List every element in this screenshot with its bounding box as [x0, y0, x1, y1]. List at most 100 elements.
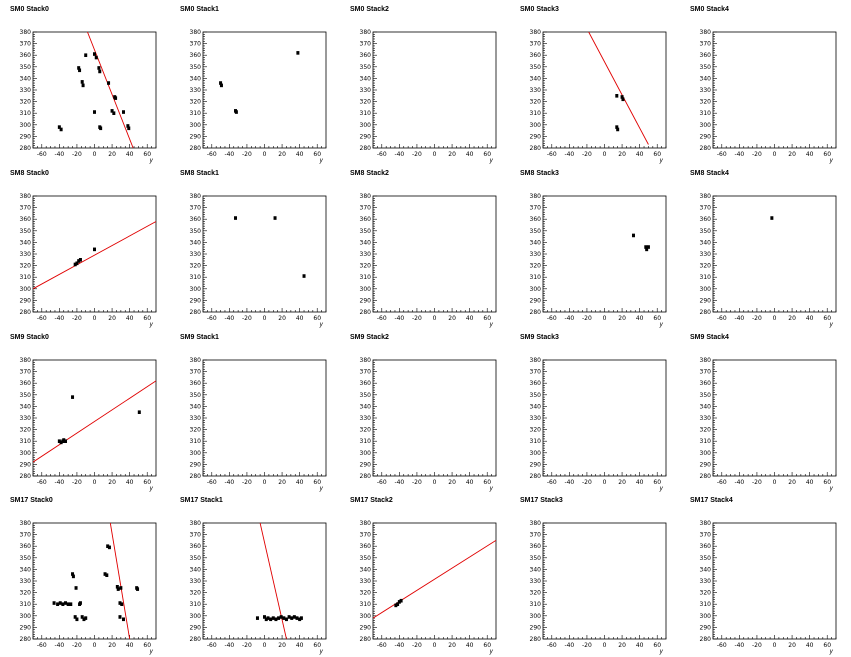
x-tick-label: -60 — [547, 479, 557, 486]
y-tick-label: 310 — [360, 274, 372, 281]
y-tick-label: 280 — [530, 473, 542, 480]
y-tick-label: 340 — [530, 403, 542, 410]
x-axis-label: y — [828, 485, 833, 492]
data-point — [282, 616, 286, 620]
y-tick-label: 340 — [20, 566, 32, 573]
y-tick-label: 290 — [190, 624, 202, 631]
chart-panel: SM0 Stack3 280 290 300 310 320 330 340 350 360 370… — [520, 6, 685, 166]
data-point — [264, 617, 268, 622]
x-tick-label: -20 — [412, 642, 422, 649]
y-tick-label: 310 — [530, 438, 542, 445]
y-tick-label: 320 — [360, 590, 372, 597]
data-point — [69, 602, 73, 606]
plot-frame — [712, 195, 837, 313]
x-tick-label: 60 — [143, 479, 151, 486]
data-point — [77, 66, 81, 70]
y-tick-label: 330 — [360, 87, 372, 94]
y-tick-label: 310 — [700, 110, 712, 117]
data-point — [269, 617, 273, 622]
plot-area — [57, 32, 134, 148]
x-tick-label: -60 — [717, 479, 727, 486]
y-tick-label: 350 — [190, 392, 202, 399]
y-tick-label: 350 — [20, 228, 32, 235]
x-axis-label: y — [318, 485, 323, 492]
data-point — [296, 51, 300, 55]
x-tick-label: 20 — [278, 315, 286, 322]
y-tick-label: 330 — [360, 251, 372, 258]
y-tick-label: 340 — [360, 403, 372, 410]
chart-panel: SM9 Stack3 280 290 300 310 320 330 340 350 360 370… — [520, 334, 685, 494]
data-point — [279, 615, 283, 619]
y-tick-label: 280 — [530, 309, 542, 316]
y-tick-label: 310 — [700, 438, 712, 445]
chart-panel: SM8 Stack2 280 290 300 310 320 330 340 350 360 370… — [350, 170, 515, 330]
chart-panel: SM0 Stack4 280 290 300 310 320 330 340 350 360 370… — [690, 6, 851, 166]
x-tick-label: 40 — [636, 479, 644, 486]
x-tick-label: -60 — [377, 315, 387, 322]
chart-panel: SM17 Stack2 280 290 300 310 320 330 340 350 360 37… — [350, 497, 515, 657]
data-point — [94, 55, 98, 60]
chart-panel: SM9 Stack4 280 290 300 310 320 330 340 350 360 370… — [690, 334, 851, 494]
data-point — [73, 615, 77, 619]
x-axis-label: y — [658, 648, 663, 655]
x-tick-label: 40 — [126, 479, 134, 486]
data-point — [98, 69, 102, 74]
y-tick-label: 330 — [700, 578, 712, 585]
x-tick-label: 20 — [108, 151, 116, 158]
data-point — [107, 545, 111, 550]
x-tick-label: 60 — [313, 151, 321, 158]
data-point — [396, 602, 400, 606]
scatter-plot: 280 290 300 310 320 330 340 350 360 370 380 -60 -40 -… — [700, 357, 837, 492]
x-tick-label: -40 — [564, 642, 574, 649]
data-point — [126, 124, 130, 128]
x-axis-label: y — [658, 485, 663, 492]
y-tick-label: 300 — [360, 613, 372, 620]
y-tick-label: 350 — [20, 64, 32, 71]
y-tick-label: 340 — [360, 75, 372, 82]
data-point — [219, 83, 223, 88]
data-point — [80, 80, 84, 84]
y-tick-label: 320 — [190, 99, 202, 106]
y-tick-label: 300 — [700, 286, 712, 293]
y-tick-label: 300 — [530, 122, 542, 129]
y-tick-label: 320 — [20, 590, 32, 597]
panel-title: SM8 Stack4 — [690, 170, 729, 177]
y-tick-label: 370 — [360, 41, 372, 48]
data-point — [57, 125, 61, 129]
y-tick-label: 360 — [360, 216, 372, 223]
panel-title: SM0 Stack1 — [180, 6, 219, 13]
plot-area — [255, 523, 303, 639]
y-tick-label: 380 — [530, 29, 542, 36]
x-tick-label: -60 — [377, 479, 387, 486]
y-tick-label: 380 — [20, 193, 32, 200]
x-tick-label: 0 — [603, 315, 607, 322]
x-tick-label: 0 — [263, 479, 267, 486]
y-tick-label: 370 — [360, 369, 372, 376]
y-tick-label: 320 — [190, 263, 202, 270]
scatter-plot: 280 290 300 310 320 330 340 350 360 370 380 -60 -40 -… — [360, 193, 497, 328]
plot-frame — [712, 31, 837, 149]
data-point — [263, 615, 266, 619]
data-point — [234, 216, 238, 220]
y-tick-label: 300 — [20, 122, 32, 129]
x-tick-label: 40 — [296, 479, 304, 486]
y-tick-label: 380 — [530, 520, 542, 527]
x-tick-label: -40 — [564, 479, 574, 486]
panel-title: SM17 Stack0 — [10, 497, 53, 504]
y-tick-label: 330 — [700, 87, 712, 94]
x-axis-label: y — [828, 648, 833, 655]
y-tick-label: 350 — [190, 228, 202, 235]
y-tick-label: 330 — [190, 415, 202, 422]
data-point — [112, 111, 116, 115]
y-tick-label: 330 — [190, 87, 202, 94]
data-point — [52, 601, 56, 605]
y-tick-label: 350 — [700, 392, 712, 399]
data-point — [646, 245, 650, 249]
x-tick-label: 20 — [108, 642, 116, 649]
x-tick-label: 40 — [806, 479, 814, 486]
y-tick-label: 340 — [20, 75, 32, 82]
panel-title: SM9 Stack4 — [690, 334, 729, 341]
fit-line — [588, 32, 649, 145]
x-tick-label: 40 — [806, 642, 814, 649]
data-point — [234, 110, 238, 114]
